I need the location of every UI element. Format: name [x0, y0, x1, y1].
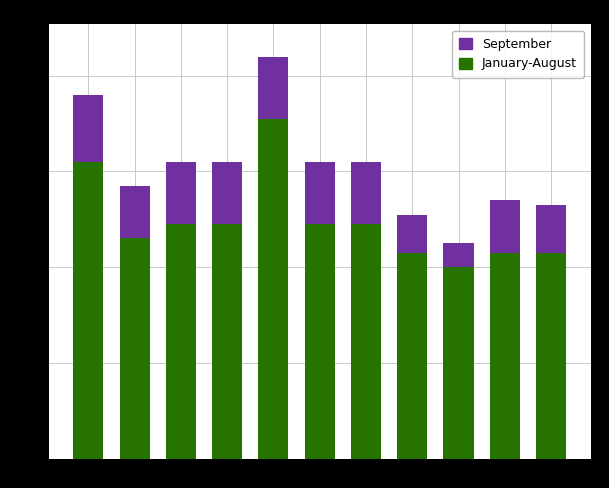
Bar [443, 244, 474, 267]
Bar [166, 162, 196, 224]
Bar [304, 224, 335, 459]
Bar [166, 224, 196, 459]
Bar [536, 205, 566, 253]
Bar [490, 253, 520, 459]
Bar [212, 224, 242, 459]
Bar [73, 95, 104, 162]
Bar [397, 215, 428, 253]
Bar [304, 162, 335, 224]
Bar [397, 253, 428, 459]
Bar [443, 267, 474, 459]
Bar [119, 186, 150, 239]
Bar [119, 239, 150, 459]
Bar [490, 200, 520, 253]
Legend: September, January-August: September, January-August [452, 31, 585, 78]
Bar [258, 57, 289, 119]
Bar [212, 162, 242, 224]
Bar [351, 224, 381, 459]
Bar [351, 162, 381, 224]
Bar [536, 253, 566, 459]
Bar [73, 162, 104, 459]
Bar [258, 119, 289, 459]
